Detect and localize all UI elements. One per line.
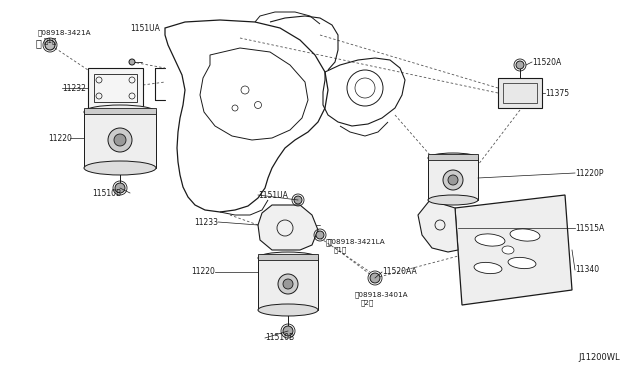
Circle shape bbox=[45, 40, 55, 50]
Text: ⓝ08918-3421LA: ⓝ08918-3421LA bbox=[328, 239, 386, 245]
Polygon shape bbox=[428, 158, 478, 200]
Ellipse shape bbox=[258, 252, 318, 264]
Ellipse shape bbox=[428, 195, 478, 205]
Ellipse shape bbox=[84, 161, 156, 175]
Text: J11200WL: J11200WL bbox=[579, 353, 620, 362]
Text: 11520A: 11520A bbox=[532, 58, 561, 67]
Circle shape bbox=[283, 326, 293, 336]
Text: 11510B: 11510B bbox=[92, 189, 121, 198]
Text: 〈1〉: 〈1〉 bbox=[334, 247, 348, 253]
Text: 11220: 11220 bbox=[191, 267, 215, 276]
Text: 11220: 11220 bbox=[48, 134, 72, 142]
Ellipse shape bbox=[510, 229, 540, 241]
Circle shape bbox=[316, 231, 324, 239]
Circle shape bbox=[443, 170, 463, 190]
Text: ⓝ: ⓝ bbox=[35, 38, 41, 48]
Polygon shape bbox=[84, 112, 156, 168]
Circle shape bbox=[370, 273, 380, 283]
Text: ⓝ: ⓝ bbox=[326, 238, 330, 247]
Text: 11520AA: 11520AA bbox=[382, 267, 417, 276]
Text: 11510B: 11510B bbox=[265, 334, 294, 343]
Circle shape bbox=[283, 279, 293, 289]
Text: 11515A: 11515A bbox=[575, 224, 604, 232]
Polygon shape bbox=[498, 78, 542, 108]
Text: 1151UA: 1151UA bbox=[258, 190, 288, 199]
Text: 〈2〉: 〈2〉 bbox=[361, 300, 374, 306]
Text: 1151UA: 1151UA bbox=[130, 23, 160, 32]
Circle shape bbox=[278, 274, 298, 294]
Text: 11220P: 11220P bbox=[575, 169, 604, 177]
Ellipse shape bbox=[258, 304, 318, 316]
Ellipse shape bbox=[428, 153, 478, 163]
Ellipse shape bbox=[474, 262, 502, 274]
Polygon shape bbox=[258, 258, 318, 310]
Text: ⓝ08918-3421A: ⓝ08918-3421A bbox=[38, 30, 92, 36]
Ellipse shape bbox=[84, 105, 156, 119]
Circle shape bbox=[294, 196, 302, 204]
Circle shape bbox=[108, 128, 132, 152]
Polygon shape bbox=[88, 68, 143, 108]
Polygon shape bbox=[258, 205, 318, 250]
Polygon shape bbox=[84, 108, 156, 114]
Ellipse shape bbox=[508, 257, 536, 269]
Circle shape bbox=[448, 175, 458, 185]
Text: 11232: 11232 bbox=[62, 83, 86, 93]
Circle shape bbox=[115, 183, 125, 193]
Polygon shape bbox=[258, 254, 318, 260]
Circle shape bbox=[114, 134, 126, 146]
Polygon shape bbox=[418, 200, 458, 252]
Circle shape bbox=[129, 59, 135, 65]
Ellipse shape bbox=[475, 234, 505, 246]
Text: ⓝ08918-3401A: ⓝ08918-3401A bbox=[355, 292, 408, 298]
Polygon shape bbox=[455, 195, 572, 305]
Text: 11340: 11340 bbox=[575, 266, 599, 275]
Circle shape bbox=[516, 61, 524, 69]
Ellipse shape bbox=[502, 246, 514, 254]
Polygon shape bbox=[428, 154, 478, 160]
Text: 〈1〉: 〈1〉 bbox=[44, 38, 58, 44]
Text: 11375: 11375 bbox=[545, 89, 569, 97]
Text: 11233: 11233 bbox=[194, 218, 218, 227]
